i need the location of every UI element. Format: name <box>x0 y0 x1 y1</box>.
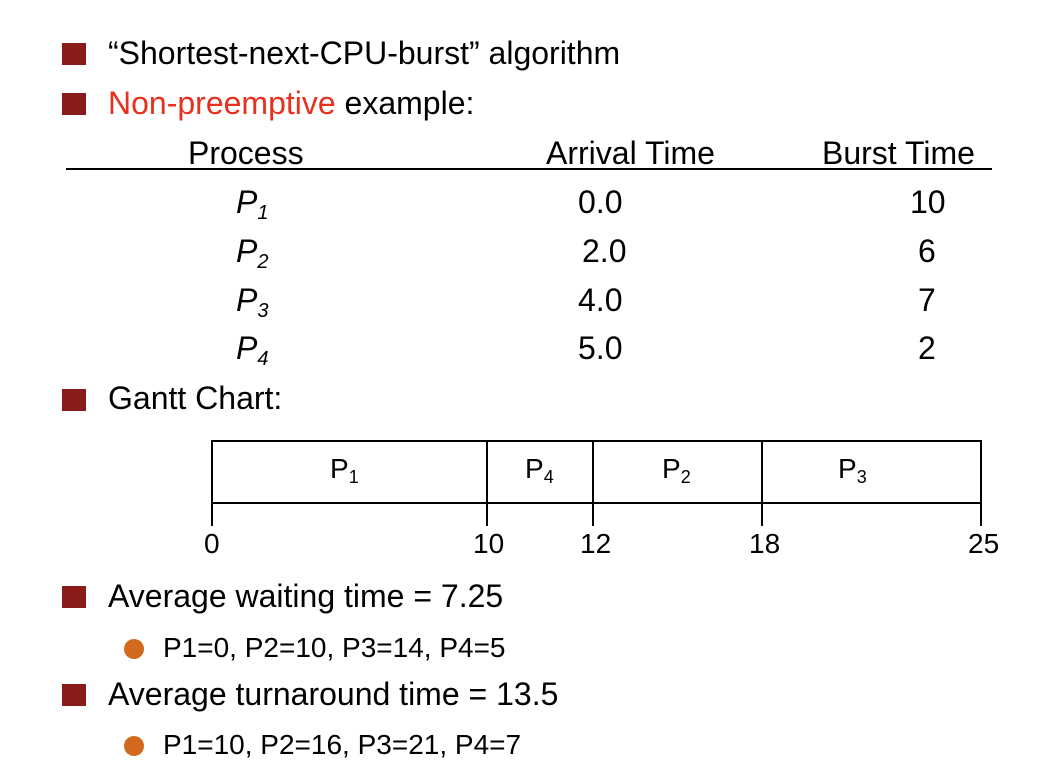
arrival-value: 4.0 <box>578 282 623 318</box>
gantt-tick-label: 12 <box>580 528 612 559</box>
gantt-tick <box>980 504 982 526</box>
process-name: P1 <box>236 184 269 224</box>
burst-value: 2 <box>918 330 936 366</box>
burst-value: 6 <box>918 233 936 269</box>
avg-turnaround-time: Average turnaround time = 13.5 <box>108 676 559 712</box>
algorithm-title: “Shortest-next-CPU-burst” algorithm <box>108 35 621 71</box>
table-rule <box>66 168 992 170</box>
bullet-square <box>62 43 86 65</box>
process-name: P4 <box>236 330 269 370</box>
gantt-tick <box>761 504 763 526</box>
turnaround-detail: P1=10, P2=16, P3=21, P4=7 <box>163 729 522 760</box>
example-suffix: example: <box>335 85 475 121</box>
avg-waiting-time: Average waiting time = 7.25 <box>108 578 504 614</box>
header-burst: Burst Time <box>822 135 975 171</box>
nonpreemptive-label: Non-preemptive <box>108 85 336 121</box>
gantt-segment-label: P3 <box>838 453 867 487</box>
process-name: P3 <box>236 282 269 322</box>
gantt-divider <box>486 440 488 504</box>
sub-bullet-dot <box>124 639 144 659</box>
gantt-segment-label: P2 <box>662 453 691 487</box>
arrival-value: 2.0 <box>582 233 627 269</box>
header-arrival: Arrival Time <box>546 135 715 171</box>
process-name: P2 <box>236 233 269 273</box>
bullet-square <box>62 684 86 706</box>
header-process: Process <box>188 135 304 171</box>
example-heading: Non-preemptive example: <box>108 87 474 119</box>
burst-value: 7 <box>918 282 936 318</box>
gantt-tick-label: 0 <box>204 528 220 559</box>
arrival-value: 5.0 <box>578 330 623 366</box>
gantt-segment-label: P1 <box>330 453 359 487</box>
gantt-tick-label: 18 <box>749 528 781 559</box>
gantt-chart <box>211 440 982 504</box>
gantt-heading: Gantt Chart: <box>108 380 283 416</box>
bullet-square <box>62 586 86 608</box>
gantt-tick-label: 25 <box>968 528 1000 559</box>
gantt-segment-label: P4 <box>525 453 554 487</box>
burst-value: 10 <box>910 184 946 220</box>
bullet-square <box>62 93 86 115</box>
gantt-tick-label: 10 <box>473 528 505 559</box>
waiting-detail: P1=0, P2=10, P3=14, P4=5 <box>163 632 506 663</box>
sub-bullet-dot <box>124 736 144 756</box>
gantt-tick <box>592 504 594 526</box>
gantt-tick <box>211 504 213 526</box>
gantt-divider <box>761 440 763 504</box>
bullet-square <box>62 389 86 411</box>
arrival-value: 0.0 <box>578 184 623 220</box>
gantt-tick <box>486 504 488 526</box>
gantt-divider <box>592 440 594 504</box>
